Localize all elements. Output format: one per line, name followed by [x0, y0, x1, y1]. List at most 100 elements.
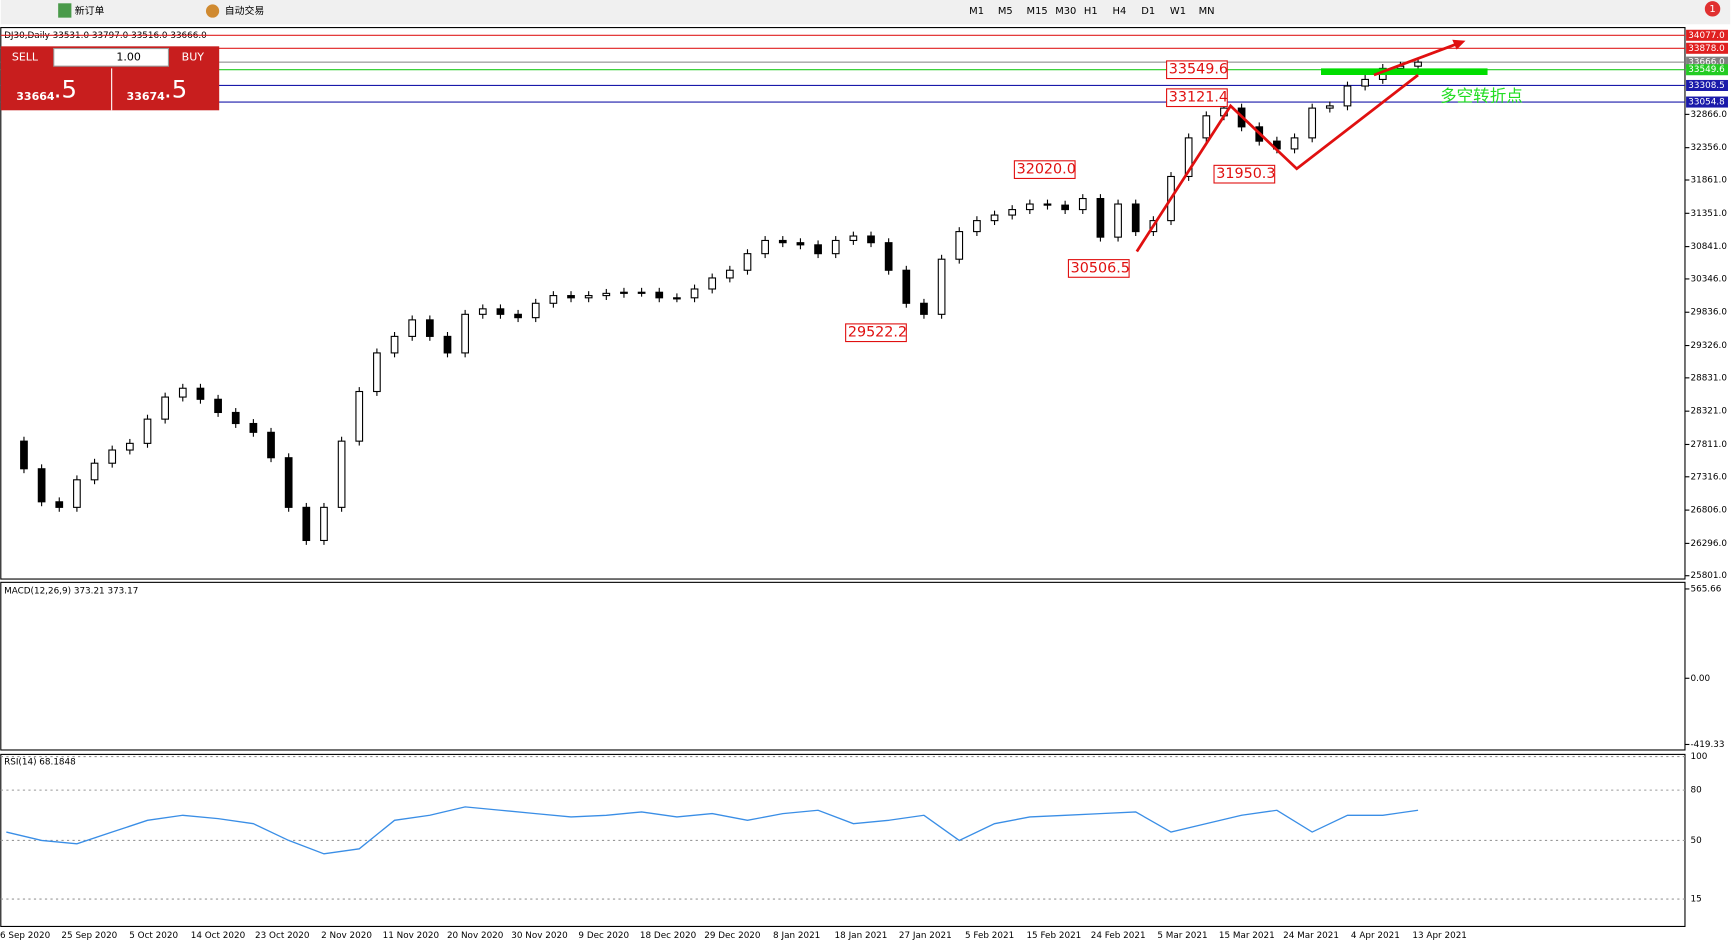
- buy-button[interactable]: BUY: [182, 50, 205, 63]
- candle: [249, 422, 258, 433]
- candle: [143, 418, 152, 444]
- price-annotation-box: [1166, 60, 1228, 80]
- candle: [602, 292, 611, 297]
- candle: [937, 258, 946, 315]
- timeframe-button[interactable]: M1: [969, 6, 984, 17]
- x-tick-label: 30 Nov 2020: [511, 931, 568, 941]
- candle: [743, 253, 752, 271]
- y-tick-label: 32866.0: [1690, 110, 1727, 120]
- candle: [1025, 203, 1034, 211]
- level-tag: [1686, 79, 1728, 91]
- candle: [567, 295, 575, 299]
- y-tick-label: 31861.0: [1690, 176, 1727, 186]
- price-annotation-box: [845, 323, 907, 343]
- y-tick-label: 28831.0: [1690, 373, 1727, 383]
- candle: [1343, 85, 1352, 107]
- timeframe-button[interactable]: M5: [998, 6, 1013, 17]
- candle: [584, 295, 593, 299]
- level-label: 33308.5: [1688, 81, 1724, 91]
- candle: [1414, 61, 1422, 67]
- price-annotation-box: [1166, 88, 1228, 108]
- trend-arrow: [1135, 73, 1419, 253]
- timeframe-button[interactable]: H4: [1113, 6, 1127, 17]
- arrow-head: [1452, 39, 1466, 50]
- rsi-panel: [0, 753, 1686, 928]
- candle: [425, 319, 434, 337]
- y-tick-label: 0.00: [1690, 674, 1710, 684]
- candle: [108, 449, 117, 464]
- candle: [461, 313, 469, 354]
- candle: [178, 387, 187, 398]
- y-tick-label: 27811.0: [1690, 440, 1727, 450]
- price-annotation: 31950.3: [1216, 166, 1275, 182]
- level-label: 33878.0: [1688, 44, 1725, 54]
- price-annotation: 33121.4: [1169, 90, 1228, 106]
- level-label: 33549.6: [1688, 65, 1725, 75]
- candle: [514, 313, 522, 319]
- y-tick-label: 32356.0: [1690, 143, 1727, 153]
- candle: [320, 506, 328, 542]
- timeframe-button[interactable]: D1: [1141, 6, 1155, 17]
- x-tick-label: 13 Apr 2021: [1412, 931, 1466, 941]
- sell-button[interactable]: SELL: [12, 50, 39, 63]
- y-tick-label: 29836.0: [1690, 308, 1727, 318]
- candle: [761, 239, 769, 255]
- candle: [196, 387, 205, 400]
- candle: [884, 242, 893, 271]
- timeframe-button[interactable]: M30: [1055, 6, 1076, 17]
- candle: [549, 295, 558, 304]
- candle: [1361, 78, 1369, 87]
- candle: [443, 335, 452, 354]
- timeframe-button[interactable]: W1: [1170, 6, 1186, 17]
- candle: [267, 431, 275, 459]
- trade-panel: SELL BUY 1.00 33664 .5 33674 .5: [0, 46, 220, 111]
- candle: [478, 308, 487, 315]
- candle: [708, 277, 717, 290]
- x-tick-label: 8 Jan 2021: [773, 931, 820, 941]
- trend-arrow: [1373, 40, 1463, 77]
- candle: [1096, 197, 1105, 238]
- level-tag: [1686, 42, 1728, 54]
- x-tick-label: 18 Jan 2021: [835, 931, 888, 941]
- candle: [725, 269, 734, 279]
- new-order-button[interactable]: 新订单: [75, 4, 105, 17]
- candle: [37, 468, 46, 503]
- lot-input[interactable]: 1.00: [116, 50, 141, 63]
- x-tick-label: 14 Oct 2020: [191, 931, 246, 941]
- y-tick-label: 100: [1690, 752, 1707, 762]
- x-tick-label: 29 Dec 2020: [704, 931, 761, 941]
- x-tick-label: 2 Nov 2020: [321, 931, 372, 941]
- candle: [849, 235, 858, 242]
- candle: [125, 442, 134, 451]
- y-tick-label: 565.66: [1690, 584, 1721, 594]
- y-tick-label: 15: [1690, 895, 1701, 905]
- timeframe-button[interactable]: H1: [1084, 6, 1098, 17]
- candle: [1043, 203, 1052, 206]
- toolbar: [0, 0, 1731, 25]
- y-tick-label: 29326.0: [1690, 341, 1727, 351]
- candle: [337, 440, 346, 508]
- auto-trade-button[interactable]: 自动交易: [225, 4, 265, 17]
- y-tick-label: -419.33: [1690, 740, 1724, 750]
- price-annotation-box: [1013, 160, 1076, 179]
- main-panel: [0, 27, 1686, 580]
- timeframe-button[interactable]: M15: [1027, 6, 1048, 17]
- icon: [58, 3, 72, 18]
- price-annotation-box: [1067, 259, 1130, 278]
- buy-price-frac: .5: [164, 74, 187, 103]
- candle: [1202, 115, 1211, 139]
- timeframe-button[interactable]: MN: [1199, 6, 1215, 17]
- level-label: 33666.0: [1688, 58, 1725, 68]
- candle: [1131, 203, 1140, 233]
- icon: [205, 4, 220, 18]
- x-tick-label: 5 Mar 2021: [1157, 931, 1207, 941]
- y-tick-label: 30841.0: [1690, 242, 1727, 252]
- y-tick-label: 26296.0: [1690, 539, 1727, 549]
- candle: [655, 291, 664, 299]
- candle: [55, 501, 64, 508]
- candle: [73, 479, 81, 508]
- candle: [831, 239, 840, 255]
- level-label: 33054.8: [1688, 98, 1724, 108]
- candle: [867, 235, 875, 244]
